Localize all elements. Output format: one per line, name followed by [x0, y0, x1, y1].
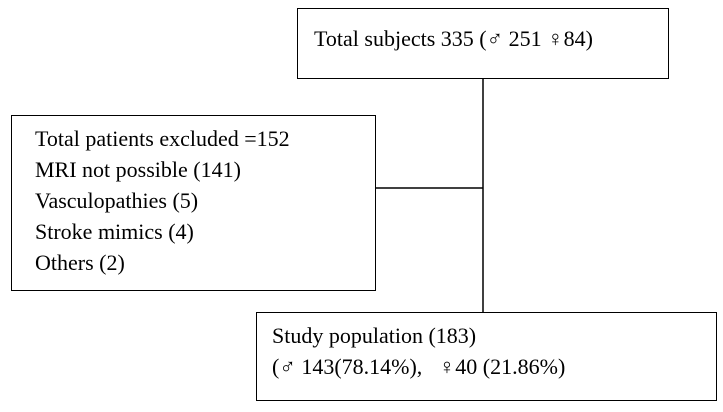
- node-excluded: Total patients excluded =152 MRI not pos…: [11, 115, 376, 291]
- node-text: Others (2): [35, 250, 125, 275]
- node-text: (♂ 143(78.14%), ♀40 (21.86%): [272, 354, 566, 379]
- node-text: Total subjects 335 (♂ 251 ♀84): [314, 26, 593, 51]
- node-study: Study population (183) (♂ 143(78.14%), ♀…: [256, 312, 717, 401]
- node-text: Vasculopathies (5): [35, 188, 199, 213]
- node-total: Total subjects 335 (♂ 251 ♀84): [297, 8, 669, 79]
- node-text: Total patients excluded =152: [35, 126, 290, 151]
- node-text: Stroke mimics (4): [35, 219, 194, 244]
- node-text: MRI not possible (141): [35, 157, 241, 182]
- node-text: Study population (183): [272, 323, 477, 348]
